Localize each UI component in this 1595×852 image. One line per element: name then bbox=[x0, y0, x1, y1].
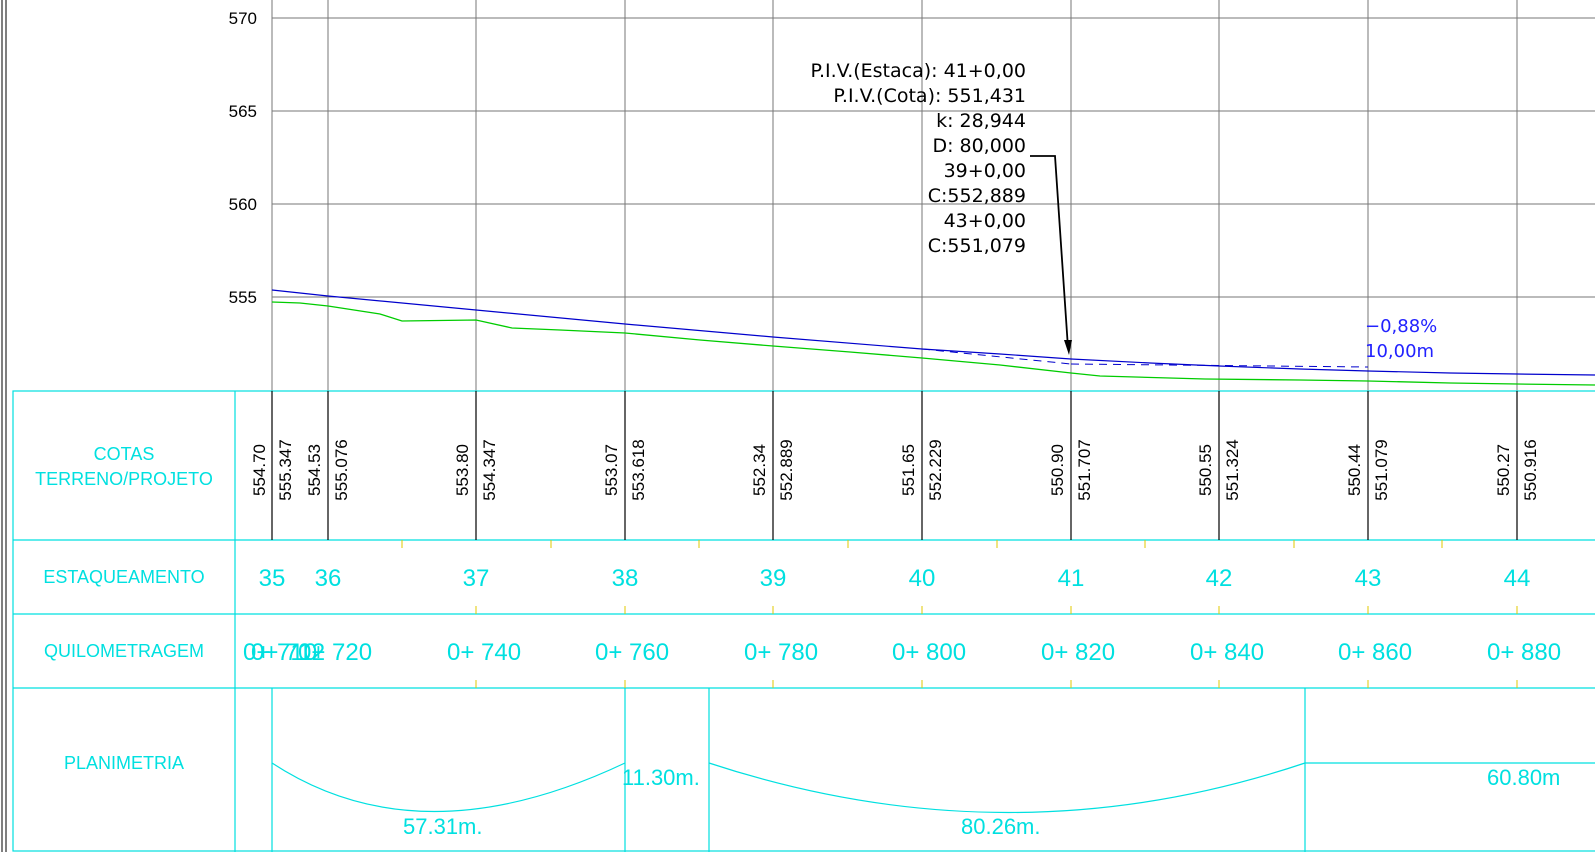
piv-leader-line bbox=[1030, 155, 1069, 349]
cota-projeto-44: 550.916 bbox=[1521, 439, 1540, 500]
station-39: 39 bbox=[760, 565, 787, 592]
y-tick-560: 560 bbox=[229, 195, 257, 214]
plan-curve-2: 80.26m. bbox=[961, 814, 1041, 839]
cota-terreno-36: 554.53 bbox=[305, 444, 324, 496]
station-43: 43 bbox=[1355, 565, 1382, 592]
station-44: 44 bbox=[1504, 565, 1531, 592]
km-740: 0+ 740 bbox=[447, 639, 521, 666]
piv-end-cota: C:551,079 bbox=[928, 235, 1026, 257]
piv-cota: P.I.V.(Cota): 551,431 bbox=[833, 85, 1026, 107]
station-38: 38 bbox=[612, 565, 639, 592]
station-41: 41 bbox=[1058, 565, 1085, 592]
piv-d: D: 80,000 bbox=[932, 135, 1026, 157]
cota-terreno-44: 550.27 bbox=[1494, 444, 1513, 496]
row-label-estaqueamento: ESTAQUEAMENTO bbox=[43, 567, 204, 587]
cota-terreno-40: 551.65 bbox=[899, 444, 918, 496]
cota-terreno-38: 553.07 bbox=[602, 444, 621, 496]
piv-tangent-in bbox=[921, 348, 1072, 365]
row-label-planimetria: PLANIMETRIA bbox=[64, 753, 184, 773]
cota-terreno-39: 552.34 bbox=[750, 444, 769, 496]
km-712: 0+ 712 bbox=[251, 639, 325, 666]
y-tick-565: 565 bbox=[229, 102, 257, 121]
km-820: 0+ 820 bbox=[1041, 639, 1115, 666]
cota-terreno-37: 553.80 bbox=[453, 444, 472, 496]
row-label-terreno-projeto: TERRENO/PROJETO bbox=[35, 469, 213, 489]
km-860: 0+ 860 bbox=[1338, 639, 1412, 666]
row-label-cotas: COTAS bbox=[94, 444, 155, 464]
cota-projeto-35: 555.347 bbox=[276, 439, 295, 500]
piv-start-cota: C:552,889 bbox=[928, 185, 1026, 207]
station-35: 35 bbox=[259, 565, 286, 592]
y-tick-555: 555 bbox=[229, 288, 257, 307]
station-37: 37 bbox=[463, 565, 490, 592]
km-760: 0+ 760 bbox=[595, 639, 669, 666]
y-tick-570: 570 bbox=[229, 9, 257, 28]
piv-arrow-head bbox=[1064, 340, 1072, 355]
cota-terreno-43: 550.44 bbox=[1345, 444, 1364, 496]
km-880: 0+ 880 bbox=[1487, 639, 1561, 666]
project-profile-line bbox=[271, 289, 1595, 376]
piv-start-station: 39+0,00 bbox=[944, 160, 1026, 182]
profile-table bbox=[12, 390, 1595, 852]
cota-projeto-43: 551.079 bbox=[1372, 439, 1391, 500]
cota-projeto-39: 552.889 bbox=[777, 439, 796, 500]
kilometrage: 0+ 710 0+ 712 0+ 720 0+ 740 0+ 760 0+ 78… bbox=[243, 639, 1561, 666]
km-720: 0+ 720 bbox=[298, 639, 372, 666]
grade-slope: −0,88% bbox=[1365, 316, 1437, 337]
terrain-profile-line bbox=[271, 301, 1595, 386]
km-710: 0+ 710 bbox=[243, 639, 317, 666]
piv-annotation: P.I.V.(Estaca): 41+0,00 P.I.V.(Cota): 55… bbox=[810, 60, 1072, 355]
km-840: 0+ 840 bbox=[1190, 639, 1264, 666]
plan-tangent-1: 11.30m. bbox=[622, 765, 700, 790]
row-label-quilometragem: QUILOMETRAGEM bbox=[44, 641, 204, 661]
piv-estaca: P.I.V.(Estaca): 41+0,00 bbox=[810, 60, 1026, 82]
cota-terreno-35: 554.70 bbox=[250, 444, 269, 496]
cota-projeto-37: 554.347 bbox=[480, 439, 499, 500]
plan-curve-1: 57.31m. bbox=[403, 814, 483, 839]
cota-terreno-42: 550.55 bbox=[1196, 444, 1215, 496]
station-40: 40 bbox=[909, 565, 936, 592]
piv-tangent-out bbox=[1070, 363, 1369, 368]
km-800: 0+ 800 bbox=[892, 639, 966, 666]
cota-projeto-42: 551.324 bbox=[1223, 439, 1242, 500]
profile-grid bbox=[271, 0, 1595, 391]
station-36: 36 bbox=[315, 565, 342, 592]
cota-projeto-36: 555.076 bbox=[332, 439, 351, 500]
cota-station-lines bbox=[271, 391, 1518, 540]
piv-k: k: 28,944 bbox=[936, 110, 1026, 132]
km-780: 0+ 780 bbox=[744, 639, 818, 666]
stations: 35 36 37 38 39 40 41 42 43 44 bbox=[259, 565, 1531, 592]
plan-tangent-2: 60.80m bbox=[1487, 765, 1560, 790]
cota-values: 554.70 555.347 554.53 555.076 553.80 554… bbox=[250, 439, 1540, 500]
grade-length: 10,00m bbox=[1365, 341, 1434, 362]
station-ticks bbox=[401, 540, 1518, 688]
piv-end-station: 43+0,00 bbox=[944, 210, 1026, 232]
cota-terreno-41: 550.90 bbox=[1048, 444, 1067, 496]
station-42: 42 bbox=[1206, 565, 1233, 592]
cota-projeto-40: 552.229 bbox=[926, 439, 945, 500]
cota-projeto-41: 551.707 bbox=[1075, 439, 1094, 500]
cota-projeto-38: 553.618 bbox=[629, 439, 648, 500]
